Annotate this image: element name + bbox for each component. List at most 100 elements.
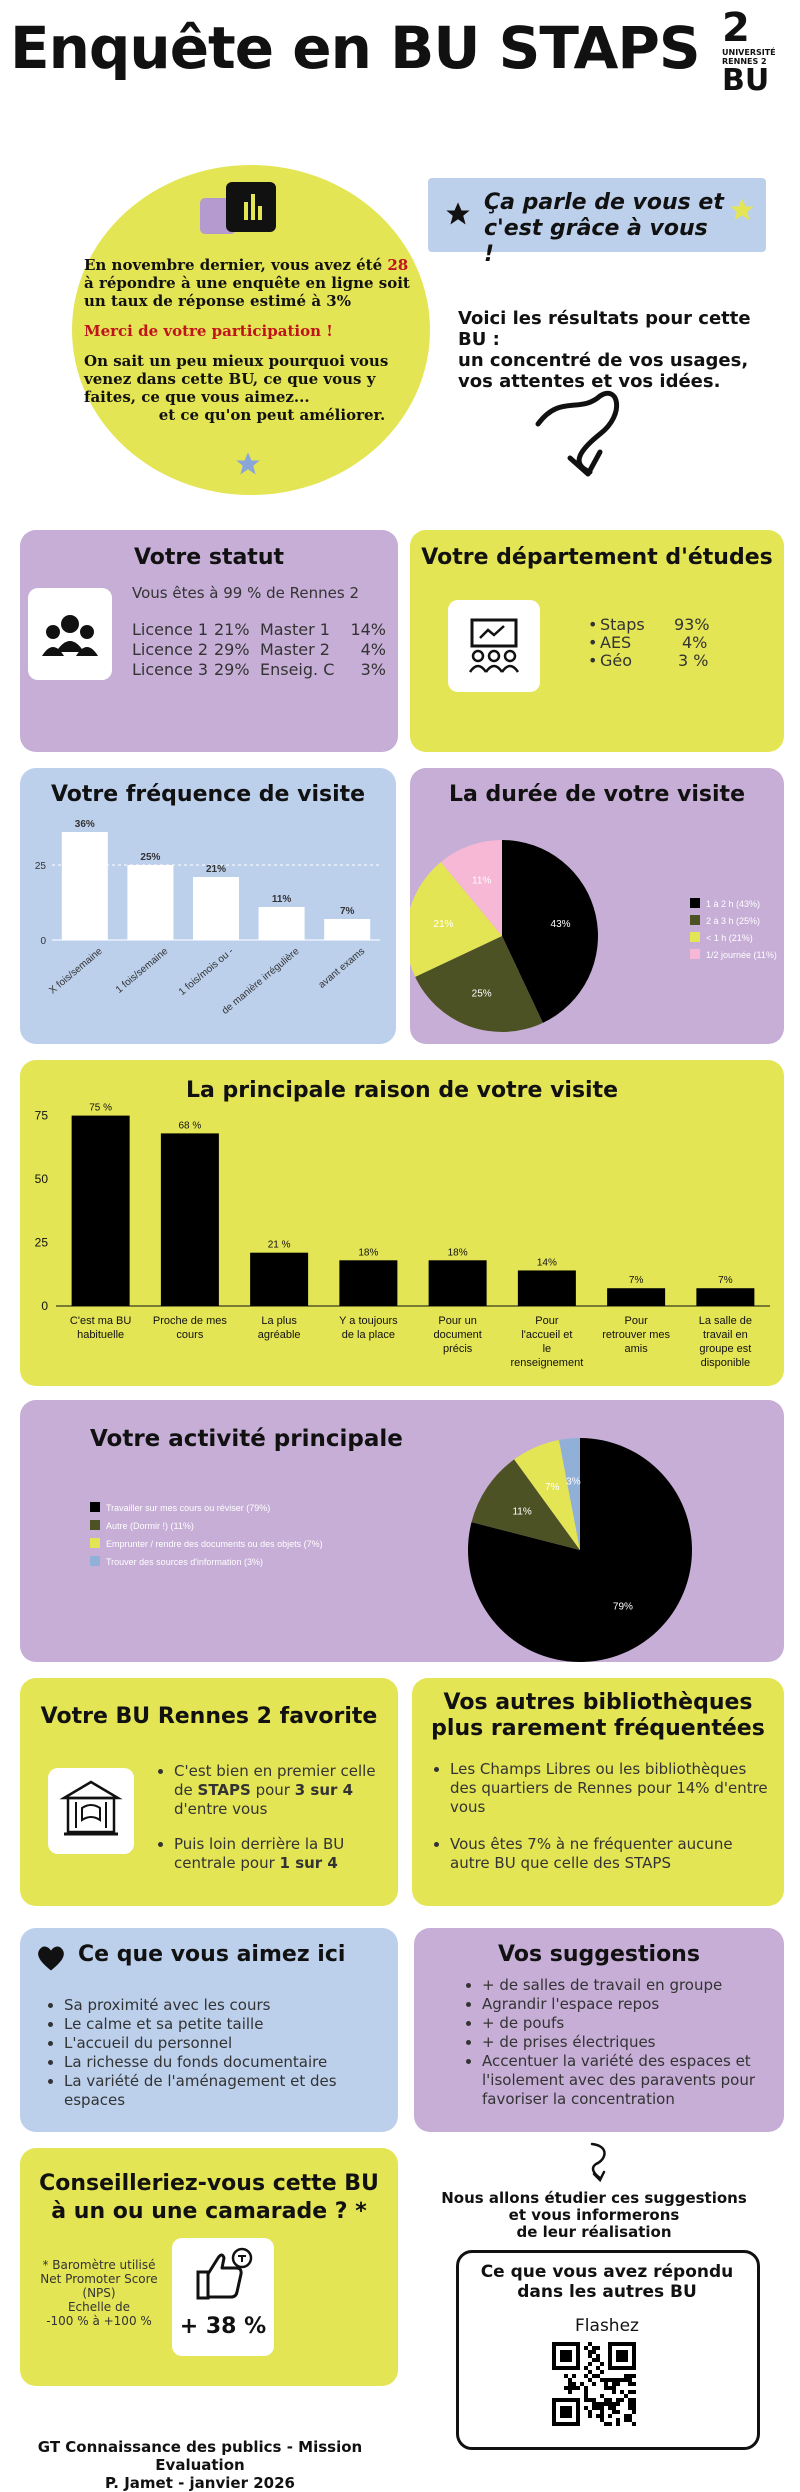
departement-item: • Géo 3 % — [588, 651, 709, 670]
intro-text: En novembre dernier, vous avez été 28 à … — [84, 256, 420, 424]
qr-module — [632, 2402, 636, 2406]
conseil-title-line2: à un ou une camarade ? * — [51, 2199, 367, 2224]
qr-module — [584, 2386, 588, 2390]
x-tick-label: C'est ma BU habituelle — [70, 1315, 131, 1341]
favorite-item: C'est bien en premier celle de STAPS pou… — [174, 1762, 390, 1819]
qr-module — [616, 2382, 620, 2386]
badge-line2: c'est grâce à vous ! — [484, 216, 708, 267]
data-label: 75 % — [89, 1103, 112, 1114]
legend-swatch — [90, 1538, 100, 1548]
results-line3: vos attentes et vos idées. — [458, 371, 721, 392]
qr-finder-core — [616, 2350, 628, 2362]
etudier-text: Nous allons étudier ces suggestions et v… — [434, 2190, 754, 2241]
intro-outro: On sait un peu mieux pourquoi vous venez… — [84, 352, 389, 406]
aimez-item: L'accueil du personnel — [64, 2034, 394, 2053]
qr-module — [612, 2410, 616, 2414]
badge — [428, 178, 766, 252]
qr-module — [584, 2346, 588, 2350]
data-label: 11% — [272, 894, 292, 905]
qr-module — [608, 2398, 612, 2402]
thanks-text: Merci de votre participation ! — [84, 322, 333, 340]
classroom-icon — [448, 600, 540, 692]
bar — [696, 1288, 755, 1306]
qr-module — [624, 2378, 628, 2382]
curly-arrow-icon — [584, 2140, 614, 2188]
frequence-title: Votre fréquence de visite — [50, 782, 366, 807]
yellow-star-icon — [728, 196, 756, 228]
legend-swatch — [90, 1520, 100, 1530]
x-tick-label: La plus agréable — [258, 1315, 301, 1341]
badge-text: Ça parle de vous et c'est grâce à vous ! — [484, 190, 724, 268]
suggestions-list: + de salles de travail en groupe Agrandi… — [462, 1976, 772, 2109]
suggestion-item: Accentuer la variété des espaces et l'is… — [482, 2052, 772, 2109]
suggestion-item: Agrandir l'espace repos — [482, 1995, 772, 2014]
star-icon — [234, 450, 262, 482]
aimez-list: Sa proximité avec les cours Le calme et … — [44, 1996, 394, 2110]
badge-line1: Ça parle de vous et — [484, 190, 724, 215]
legend-swatch — [690, 932, 700, 942]
nps-score-box: + 38 % — [172, 2238, 274, 2356]
bar — [127, 865, 174, 940]
slice-label: 3% — [566, 1476, 581, 1487]
x-tick-label: 1 fois/semaine — [114, 946, 171, 996]
pie-slice — [559, 1438, 580, 1550]
qr-module — [592, 2374, 596, 2378]
data-label: 7% — [340, 906, 355, 917]
qr-module — [592, 2358, 596, 2362]
qr-module — [572, 2382, 576, 2386]
logo-bu: BU — [722, 63, 770, 98]
legend-swatch — [690, 915, 700, 925]
x-tick-label: Y a toujours de la place — [339, 1315, 398, 1341]
nps-note: * Baromètre utilisé Net Promoter Score (… — [34, 2258, 164, 2328]
favorite-list: C'est bien en premier celle de STAPS pou… — [154, 1762, 390, 1873]
qr-module — [628, 2402, 632, 2406]
results-line2: un concentré de vos usages, — [458, 350, 749, 371]
qr-module — [572, 2386, 576, 2390]
qr-module — [592, 2350, 596, 2354]
qr-module — [568, 2382, 572, 2386]
qr-module — [632, 2410, 636, 2414]
qr-module — [588, 2370, 592, 2374]
qr-module — [616, 2422, 620, 2426]
black-star-icon — [444, 200, 472, 232]
favorite-item: Puis loin derrière la BU centrale pour 1… — [174, 1835, 390, 1873]
bar — [607, 1288, 666, 1306]
logo-line1: UNIVERSITÉ — [722, 48, 776, 57]
aimez-item: Sa proximité avec les cours — [64, 1996, 394, 2015]
qr-module — [584, 2366, 588, 2370]
pie-slice — [410, 862, 502, 977]
pie-slice — [471, 1459, 580, 1550]
etudier-line: et vous informerons — [508, 2206, 680, 2224]
pie-slice — [440, 840, 502, 936]
qr-module — [600, 2378, 604, 2382]
qr-module — [620, 2398, 624, 2402]
qr-module — [620, 2378, 624, 2382]
qr-module — [604, 2402, 608, 2406]
departement-list: • Staps 93% • AES 4% • Géo 3 % — [588, 616, 710, 670]
qr-module — [588, 2414, 592, 2418]
library-icon — [48, 1768, 134, 1854]
nps-note-line: * Baromètre utilisé — [42, 2258, 156, 2272]
nps-score: + 38 % — [179, 2314, 267, 2339]
qr-module — [584, 2398, 588, 2402]
duree-title: La durée de votre visite — [449, 782, 745, 807]
qr-module — [628, 2382, 632, 2386]
qr-module — [588, 2398, 592, 2402]
departement-item: • Staps 93% — [588, 615, 710, 634]
qr-module — [596, 2366, 600, 2370]
qr-module — [612, 2382, 616, 2386]
bar — [61, 832, 108, 940]
pie-slice — [415, 936, 543, 1032]
data-label: 36% — [75, 819, 95, 830]
legend-label: Trouver des sources d'information (3%) — [106, 1557, 263, 1567]
qr-module — [616, 2398, 620, 2402]
aimez-item: Le calme et sa petite taille — [64, 2015, 394, 2034]
qr-module — [588, 2354, 592, 2358]
qr-module — [624, 2394, 628, 2398]
slice-label: 7% — [545, 1482, 560, 1493]
qr-code[interactable] — [552, 2342, 636, 2426]
qr-module — [608, 2422, 612, 2426]
page-title: Enquête en BU STAPS — [10, 14, 701, 82]
qr-module — [580, 2382, 584, 2386]
qr-module — [600, 2370, 604, 2374]
